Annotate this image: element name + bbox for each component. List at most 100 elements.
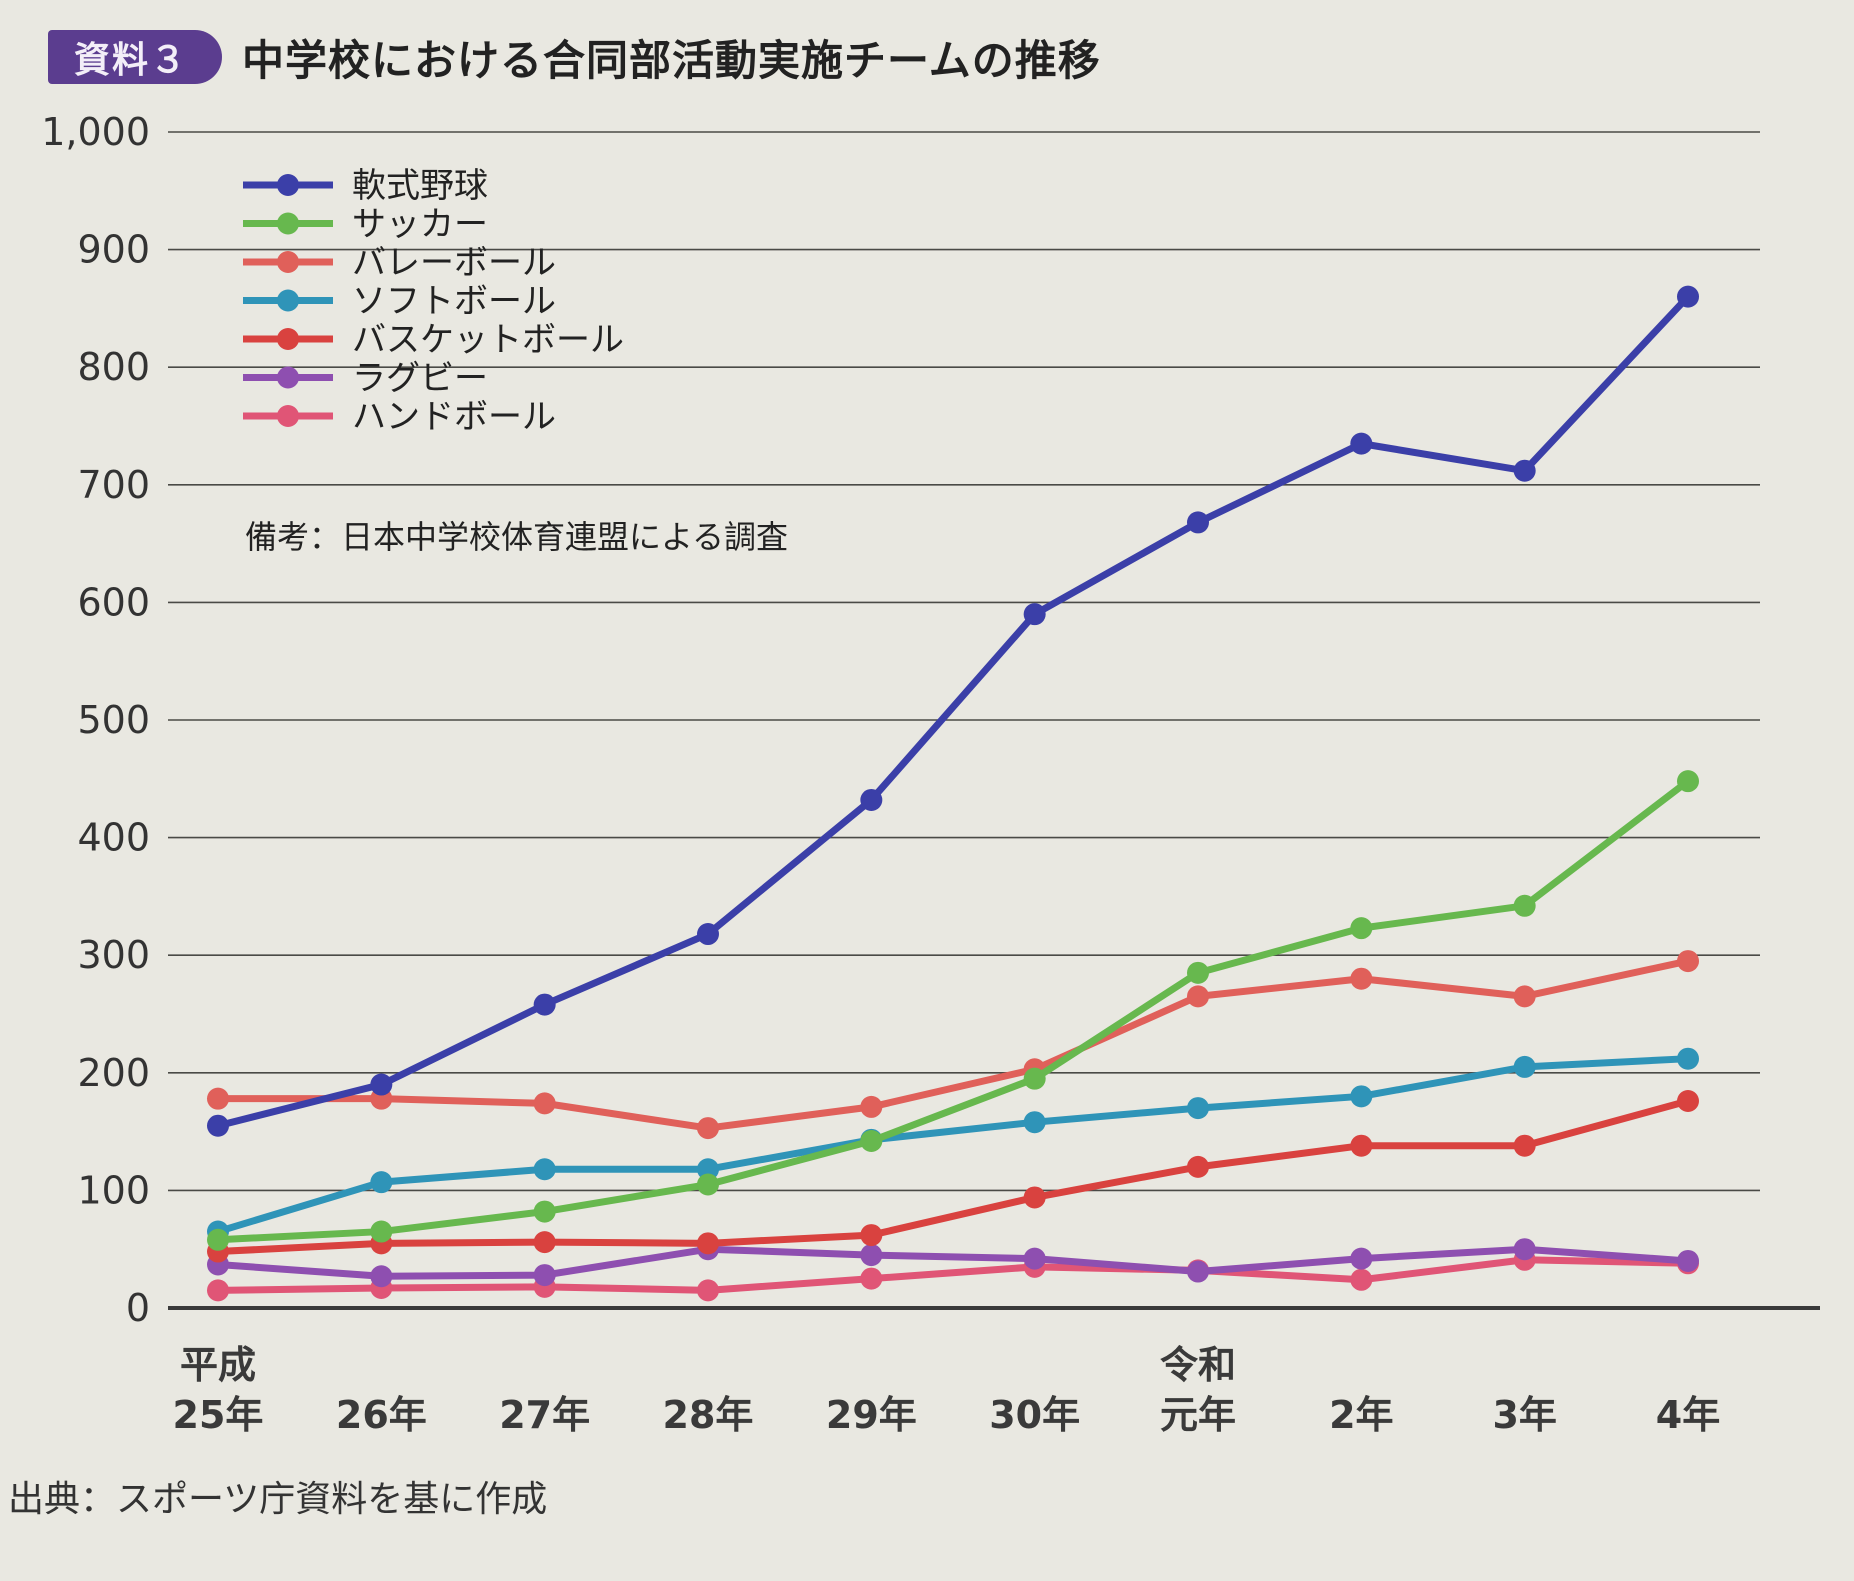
data-point [533, 1231, 556, 1254]
data-point [207, 1114, 229, 1137]
legend-label: 軟式野球 [352, 166, 488, 206]
data-point [533, 1092, 556, 1115]
series-バレーボール [207, 950, 1699, 1140]
x-tick-label: 元年 [1160, 1393, 1236, 1437]
data-point [1513, 894, 1536, 917]
data-point [1513, 1238, 1536, 1261]
x-tick-label: 2年 [1329, 1393, 1393, 1437]
data-point [697, 1232, 719, 1255]
data-point [1023, 603, 1046, 626]
data-point [1350, 967, 1373, 990]
figure-badge: 資料３ [48, 30, 223, 84]
data-point [1677, 1047, 1699, 1070]
legend-label: バレーボール [352, 243, 556, 283]
y-tick-label: 700 [77, 463, 150, 507]
data-point [860, 1267, 883, 1290]
legend-label: サッカー [352, 205, 488, 245]
series-line [217, 1097, 1689, 1256]
data-point [1023, 1111, 1046, 1134]
legend-swatch-marker [277, 251, 299, 273]
legend-swatch-marker [277, 328, 299, 350]
legend-item: ハンドボール [243, 397, 556, 437]
series-line [217, 1256, 1689, 1294]
data-point [533, 1200, 556, 1223]
series-軟式野球 [207, 285, 1699, 1137]
data-point [533, 993, 556, 1016]
data-point [1677, 770, 1699, 793]
legend-label: ソフトボール [352, 282, 556, 322]
data-point [1187, 985, 1209, 1008]
data-point [1187, 1155, 1209, 1178]
data-point [370, 1265, 393, 1288]
x-tick-label: 4年 [1656, 1393, 1720, 1437]
x-tick-era-label: 令和 [1160, 1343, 1236, 1387]
data-point [1513, 985, 1536, 1008]
data-point [1023, 1186, 1046, 1209]
legend-item: サッカー [243, 205, 488, 245]
series-サッカー [207, 770, 1699, 1251]
data-point [207, 1228, 229, 1251]
y-tick-label: 500 [77, 698, 150, 742]
data-point [207, 1087, 229, 1110]
data-point [370, 1171, 393, 1194]
y-tick-label: 600 [77, 580, 150, 624]
x-tick-label: 29年 [826, 1393, 917, 1437]
data-point [1677, 1090, 1699, 1113]
series-line [218, 957, 1689, 1132]
legend-label: バスケットボール [352, 320, 624, 360]
data-point [860, 1095, 883, 1118]
data-point [1350, 1134, 1373, 1157]
y-tick-label: 0 [126, 1286, 150, 1330]
x-tick-label: 27年 [499, 1393, 590, 1437]
data-point [697, 1173, 719, 1196]
data-point [1187, 961, 1209, 984]
x-tick-label: 26年 [336, 1393, 427, 1437]
data-point [697, 1117, 719, 1140]
data-point [1677, 285, 1699, 308]
data-point [1350, 917, 1373, 940]
data-point [860, 788, 883, 811]
data-point [860, 1224, 883, 1247]
data-point [1350, 1085, 1373, 1108]
data-point [1677, 950, 1699, 973]
series-バスケットボール [207, 1090, 1699, 1263]
data-point [1350, 1268, 1373, 1291]
y-tick-label: 800 [77, 345, 150, 389]
data-point [1350, 432, 1373, 455]
chart-note: 備考：日本中学校体育連盟による調査 [245, 518, 788, 556]
series-line [217, 1245, 1689, 1280]
legend-item: バレーボール [243, 243, 556, 283]
gridlines [168, 131, 1820, 1310]
x-tick-era-label: 平成 [180, 1343, 256, 1387]
series-lines [207, 285, 1699, 1302]
y-tick-label: 1,000 [41, 110, 150, 154]
legend-swatch-marker [277, 405, 299, 427]
series-line [217, 778, 1691, 1244]
data-point [1513, 459, 1536, 482]
chart-title: 中学校における合同部活動実施チームの推移 [242, 35, 1101, 85]
data-point [697, 923, 719, 946]
data-point [1187, 511, 1209, 534]
series-line [216, 1055, 1689, 1235]
x-tick-label: 25年 [173, 1393, 264, 1437]
data-point [370, 1220, 393, 1243]
series-ソフトボール [207, 1047, 1699, 1243]
data-point [1513, 1134, 1536, 1157]
data-point [1187, 1097, 1209, 1120]
legend-item: バスケットボール [243, 320, 624, 360]
x-tick-label: 28年 [663, 1393, 754, 1437]
data-point [1023, 1067, 1046, 1090]
legend-swatch-marker [277, 366, 299, 389]
data-point [370, 1073, 393, 1096]
legend-swatch-marker [277, 289, 299, 312]
y-tick-label: 400 [77, 816, 150, 860]
data-point [860, 1130, 883, 1153]
y-tick-label: 900 [77, 228, 150, 272]
legend-swatch-marker [277, 212, 299, 235]
data-point [533, 1264, 556, 1287]
source-caption: 出典：スポーツ庁資料を基に作成 [8, 1479, 548, 1520]
legend-label: ラグビー [352, 359, 488, 399]
legend-item: ソフトボール [243, 282, 556, 322]
